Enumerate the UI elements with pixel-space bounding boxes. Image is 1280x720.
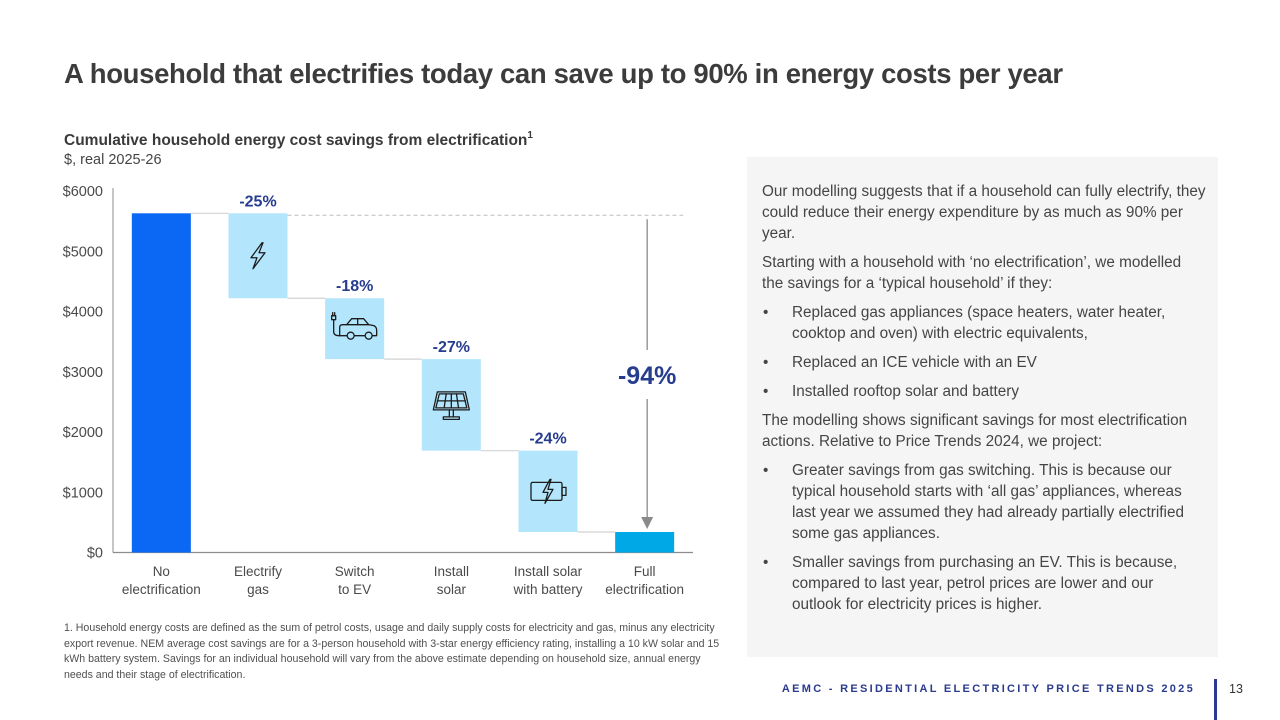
car-wheel	[346, 331, 355, 340]
panel-inner	[435, 393, 468, 409]
battery-bolt	[542, 478, 554, 504]
bullet-text: Installed rooftop solar and battery	[792, 383, 1020, 400]
total-change-label: -94%	[618, 362, 676, 390]
bullet-icon: •	[763, 383, 769, 400]
lightning-icon	[250, 242, 266, 270]
x-category-label-line: with battery	[512, 582, 582, 597]
car-body	[339, 318, 378, 337]
bullet-icon: •	[763, 462, 769, 479]
battery-terminal	[561, 486, 567, 496]
bullet-icon: •	[763, 554, 769, 571]
data-label: -25%	[239, 193, 276, 210]
bullet-item: • Smaller savings from purchasing an EV. …	[762, 552, 1206, 615]
x-category-label-line: Install solar	[514, 564, 583, 579]
panel-stand	[448, 409, 454, 418]
y-tick-label: $6000	[63, 184, 103, 200]
x-category-label-line: solar	[437, 582, 467, 597]
y-tick-label: $0	[87, 546, 103, 562]
x-category-label-line: to EV	[338, 582, 371, 597]
bullet-text: Smaller savings from purchasing an EV. T…	[792, 554, 1178, 613]
bullet-text: Replaced gas appliances (space heaters, …	[792, 304, 1166, 342]
x-category-label-line: Full	[634, 564, 656, 579]
bullet-icon: •	[763, 354, 769, 371]
bullet-icon: •	[763, 304, 769, 321]
y-tick-label: $2000	[63, 425, 103, 441]
bar-no-electrification	[131, 213, 191, 553]
panel-grid-line	[443, 393, 447, 409]
chart-footnote: 1. Household energy costs are defined as…	[64, 622, 720, 681]
bullet-item: • Replaced an ICE vehicle with an EV	[762, 352, 1206, 373]
bullet-item: • Replaced gas appliances (space heaters,…	[762, 302, 1206, 344]
lightning-bolt-shape	[250, 242, 266, 270]
x-category-label: No electrification	[122, 564, 201, 597]
y-tick-label: $4000	[63, 305, 103, 321]
chart-title-text: Cumulative household energy cost savings…	[64, 132, 528, 150]
battery-charging-icon	[530, 478, 567, 504]
arrow-head-icon	[641, 517, 654, 530]
waterfall-chart: $0 $1000 $2000 $3000 $4000 $5000 $6000 No electr…	[63, 184, 693, 597]
y-tick-label: $3000	[63, 365, 103, 381]
bullet-item: • Installed rooftop solar and battery	[762, 381, 1206, 402]
panel-paragraph: Our modelling suggests that if a househo…	[762, 183, 1206, 242]
bullet-text: Greater savings from gas switching. This…	[792, 462, 1184, 542]
bar-install-solar-with-battery	[518, 450, 578, 533]
panel-grid-line	[455, 393, 460, 409]
slide-title: A household that electrifies today can s…	[64, 58, 1063, 89]
chart-subtitle: $, real 2025-26	[64, 152, 162, 168]
footer-report-title: AEMC - RESIDENTIAL ELECTRICITY PRICE TRE…	[781, 683, 1195, 695]
bar-electrify-gas	[228, 213, 288, 299]
x-category-label: Install solar with battery	[512, 564, 582, 597]
x-category-label-line: Switch	[335, 564, 375, 579]
bullet-item: • Greater savings from gas switching. Thi…	[762, 460, 1206, 544]
x-category-label: Electrify gas	[234, 564, 282, 597]
x-category-label: Full electrification	[605, 564, 684, 597]
panel-frame	[432, 391, 470, 411]
bullet-list: • Replaced gas appliances (space heaters,…	[762, 302, 1206, 402]
panel-paragraph: The modelling shows significant savings …	[762, 412, 1188, 450]
solar-panel-icon	[432, 391, 470, 421]
panel-base	[442, 416, 460, 421]
x-category-label-line: Install	[434, 564, 469, 579]
data-label: -18%	[336, 278, 373, 295]
chart-title: Cumulative household energy cost savings…	[64, 130, 533, 150]
data-label: -27%	[433, 339, 470, 356]
x-category-label-line: electrification	[605, 582, 684, 597]
car-wheel	[364, 331, 373, 340]
bullet-list: • Greater savings from gas switching. Thi…	[762, 460, 1206, 615]
page-number: 13	[1229, 682, 1243, 696]
panel-paragraph: Starting with a household with ‘no elect…	[762, 254, 1182, 292]
bullet-text: Replaced an ICE vehicle with an EV	[792, 354, 1037, 371]
x-category-label-line: electrification	[122, 582, 201, 597]
electric-car-icon	[331, 312, 378, 340]
y-tick-label: $5000	[63, 244, 103, 260]
plug-cable	[333, 319, 341, 337]
bar-switch-to-ev	[325, 298, 385, 360]
y-tick-label: $1000	[63, 485, 103, 501]
x-category-label-line: gas	[247, 582, 269, 597]
x-category-label: Install solar	[434, 564, 469, 597]
footnote-marker: 1	[527, 130, 533, 141]
footer-divider	[1214, 679, 1217, 720]
commentary-panel: Our modelling suggests that if a househo…	[747, 157, 1218, 657]
x-category-label-line: Electrify	[234, 564, 282, 579]
x-category-label-line: No	[153, 564, 170, 579]
data-label: -24%	[529, 431, 566, 448]
bar-full-electrification	[615, 532, 675, 553]
x-category-label: Switch to EV	[335, 564, 375, 597]
